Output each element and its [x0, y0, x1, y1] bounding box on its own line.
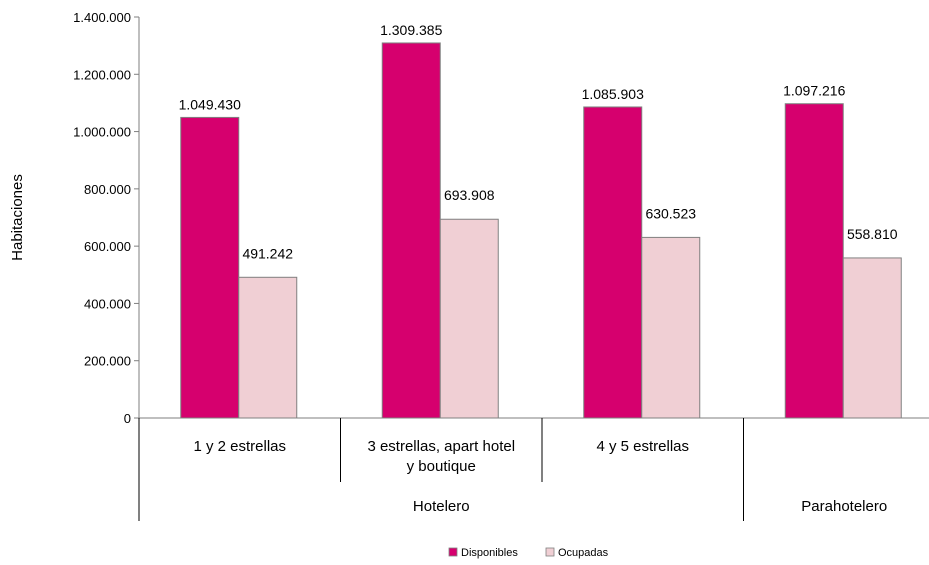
y-tick-label: 800.000: [84, 182, 131, 197]
category-label: y boutique: [407, 458, 476, 475]
category-label: 3 estrellas, apart hotel: [367, 438, 515, 455]
data-label: 491.242: [242, 245, 293, 261]
bar-disponibles-3: [784, 103, 844, 419]
legend-swatch-ocupadas: [545, 547, 555, 557]
y-tick-label: 1.200.000: [73, 67, 131, 82]
legend-label: Ocupadas: [558, 547, 609, 559]
bar-disponibles-1: [381, 42, 441, 419]
y-tick-label: 400.000: [84, 296, 131, 311]
bar-ocupadas-1: [439, 218, 499, 419]
bar-ocupadas-0: [238, 276, 298, 419]
y-tick-label: 200.000: [84, 354, 131, 369]
data-label: 1.097.216: [783, 83, 845, 99]
bar-ocupadas-3: [842, 257, 902, 419]
y-axis-label: Habitaciones: [9, 174, 26, 261]
data-label: 630.523: [645, 205, 696, 221]
category-label: 1 y 2 estrellas: [193, 438, 286, 455]
legend-swatch-disponibles: [448, 547, 458, 557]
data-label: 1.049.430: [179, 96, 241, 112]
bar-disponibles-2: [583, 106, 643, 419]
y-tick-label: 0: [124, 411, 131, 426]
data-label: 1.085.903: [582, 86, 644, 102]
category-label: 4 y 5 estrellas: [596, 438, 689, 455]
bar-ocupadas-2: [641, 236, 701, 419]
legend-label: Disponibles: [461, 547, 518, 559]
data-label: 1.309.385: [380, 22, 442, 38]
group-label: Hotelero: [413, 498, 470, 515]
y-tick-label: 600.000: [84, 239, 131, 254]
group-label: Parahotelero: [801, 498, 887, 515]
y-tick-label: 1.400.000: [73, 10, 131, 25]
y-tick-label: 1.000.000: [73, 125, 131, 140]
data-label: 693.908: [444, 187, 495, 203]
data-label: 558.810: [847, 226, 898, 242]
bar-disponibles-0: [180, 116, 240, 419]
